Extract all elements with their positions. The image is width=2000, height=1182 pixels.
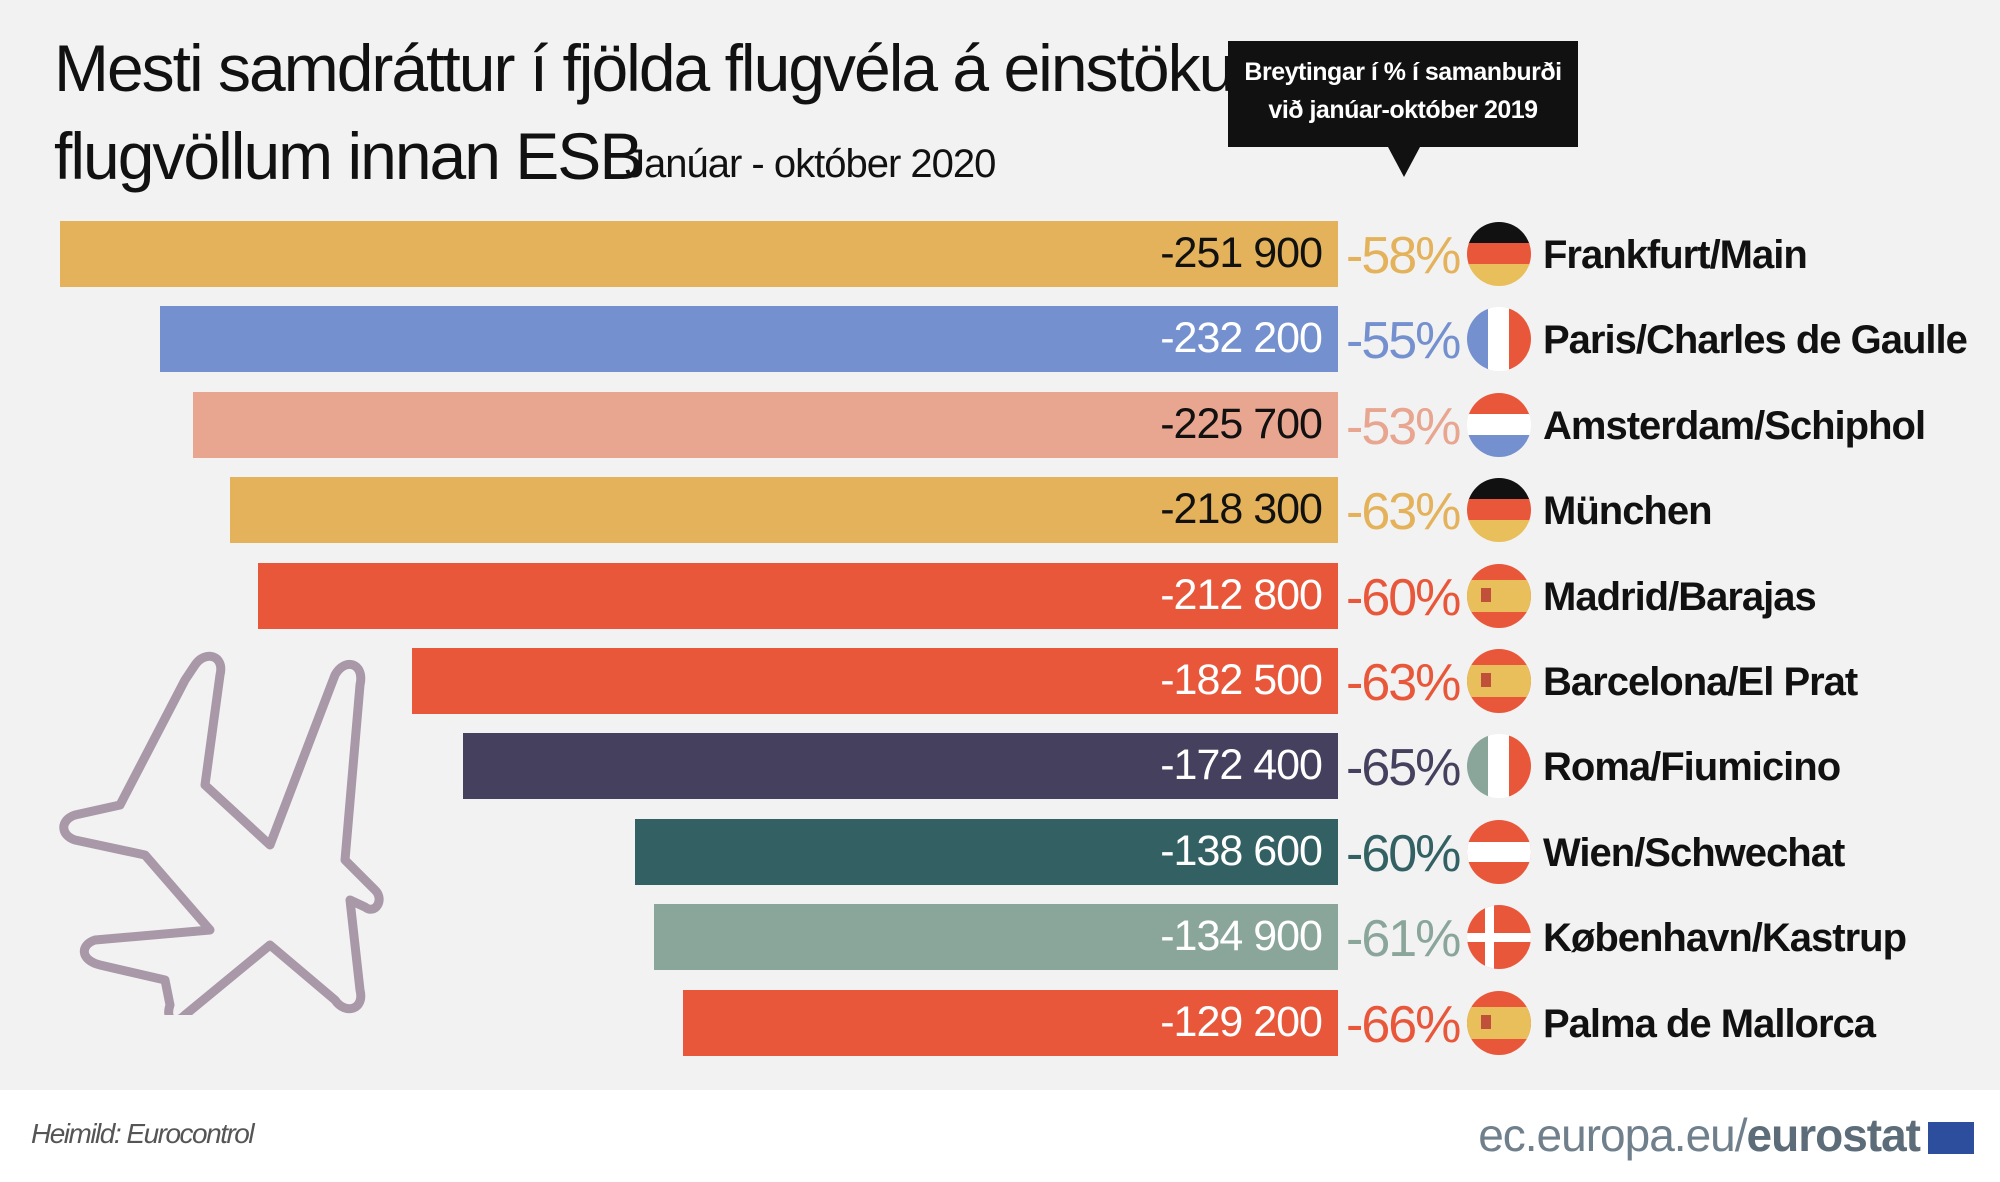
bar: -129 200 bbox=[682, 989, 1338, 1056]
airport-name: Paris/Charles de Gaulle bbox=[1543, 318, 1968, 363]
airport-name: Wien/Schwechat bbox=[1543, 830, 1845, 875]
flag-icon-es bbox=[1467, 649, 1531, 713]
source-note: Heimild: Eurocontrol bbox=[31, 1118, 255, 1149]
bar: -212 800 bbox=[258, 562, 1338, 629]
airport-name: Barcelona/El Prat bbox=[1543, 660, 1858, 704]
percent-change-label: -65% bbox=[1346, 739, 1461, 798]
flag-icon-it bbox=[1467, 734, 1531, 799]
bar-value-label: -182 500 bbox=[1160, 656, 1323, 704]
airport-name: Frankfurt/Main bbox=[1543, 233, 1808, 277]
bar-value-label: -225 700 bbox=[1160, 399, 1323, 448]
chart-title-line1: Mesti samdráttur í fjölda flugvéla á ein… bbox=[54, 31, 1288, 105]
bar-value-label: -212 800 bbox=[1160, 570, 1323, 619]
bar-value-label: -251 900 bbox=[1160, 229, 1323, 277]
flag-icon-es bbox=[1467, 563, 1531, 628]
bar: -138 600 bbox=[634, 818, 1338, 885]
bar: -218 300 bbox=[230, 477, 1338, 544]
eu-flag-icon bbox=[1928, 1122, 1974, 1154]
bar: -251 900 bbox=[60, 221, 1338, 287]
callout-line2: við janúar-október 2019 bbox=[1268, 96, 1538, 124]
eurostat-logo-text: ec.europa.eu/eurostat bbox=[1478, 1108, 1921, 1162]
site-bold: eurostat bbox=[1746, 1109, 1921, 1161]
percent-change-label: -55% bbox=[1346, 312, 1461, 371]
callout-line1: Breytingar í % í samanburði bbox=[1244, 58, 1562, 86]
bar-value-label: -134 900 bbox=[1160, 912, 1323, 961]
bar: -225 700 bbox=[192, 391, 1338, 458]
bar: -232 200 bbox=[159, 306, 1338, 373]
bar-value-label: -138 600 bbox=[1160, 826, 1323, 875]
airport-name: Madrid/Barajas bbox=[1543, 574, 1817, 619]
airplane-icon bbox=[59, 651, 384, 1015]
airport-name: København/Kastrup bbox=[1543, 916, 1907, 961]
flag-icon-de bbox=[1467, 478, 1531, 543]
percent-change-label: -66% bbox=[1346, 995, 1461, 1054]
flag-icon-nl bbox=[1467, 392, 1531, 457]
bar-chart: -251 900 -58% Frankfurt/Main -232 200 -55% Pa… bbox=[60, 221, 1968, 1056]
bar: -182 500 bbox=[412, 648, 1338, 714]
airport-name: München bbox=[1543, 489, 1713, 534]
flag-icon-at bbox=[1467, 819, 1531, 884]
site-plain: ec.europa.eu/ bbox=[1478, 1109, 1747, 1161]
airport-name: Roma/Fiumicino bbox=[1543, 745, 1841, 790]
percent-change-label: -60% bbox=[1346, 824, 1461, 883]
flag-icon-fr bbox=[1467, 307, 1531, 372]
flag-icon-dk bbox=[1467, 905, 1531, 970]
percent-change-label: -61% bbox=[1346, 910, 1461, 969]
airport-name: Amsterdam/Schiphol bbox=[1543, 403, 1926, 448]
bar-value-label: -218 300 bbox=[1160, 485, 1323, 534]
percent-change-label: -63% bbox=[1346, 483, 1461, 542]
bar-value-label: -172 400 bbox=[1160, 741, 1323, 790]
chart-title-line2: flugvöllum innan ESB bbox=[54, 119, 643, 193]
bar-value-label: -232 200 bbox=[1160, 314, 1323, 363]
bar: -134 900 bbox=[653, 904, 1338, 971]
percent-change-label: -60% bbox=[1346, 568, 1461, 627]
percent-change-label: -58% bbox=[1346, 227, 1461, 285]
bar: -172 400 bbox=[463, 733, 1338, 800]
flag-icon-es bbox=[1467, 990, 1531, 1055]
chart-subtitle: Janúar - október 2020 bbox=[625, 142, 996, 186]
flag-icon-de bbox=[1467, 222, 1531, 286]
percent-change-label: -63% bbox=[1346, 654, 1461, 712]
percent-change-callout: Breytingar í % í samanburði við janúar-o… bbox=[1228, 41, 1578, 177]
bar-value-label: -129 200 bbox=[1160, 997, 1323, 1046]
percent-change-label: -53% bbox=[1346, 397, 1461, 456]
airport-name: Palma de Mallorca bbox=[1543, 1001, 1876, 1046]
